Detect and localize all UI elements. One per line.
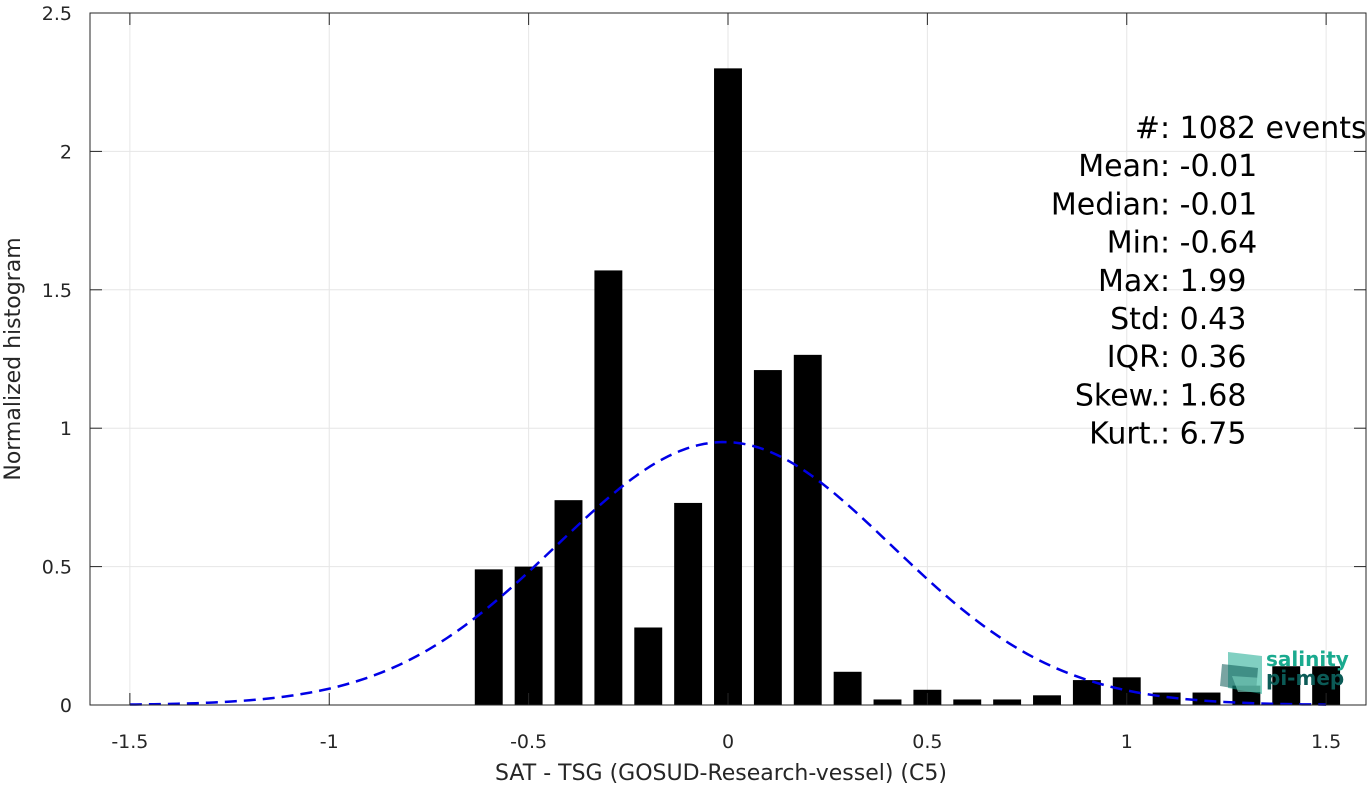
stat-value: : 0.36	[1160, 340, 1246, 375]
x-tick-label: -1	[320, 731, 339, 753]
histogram-bar	[1192, 692, 1221, 705]
x-tick-label: 0	[722, 731, 734, 753]
logo-emblem-icon	[1220, 652, 1262, 694]
histogram-bar	[594, 270, 623, 705]
stat-key: #	[1135, 111, 1160, 146]
logo-line2: pi-mep	[1266, 666, 1344, 690]
histogram-bar	[554, 500, 583, 705]
histogram-bar	[833, 671, 862, 705]
stat-key: IQR	[1107, 340, 1160, 375]
histogram-bar	[873, 699, 902, 705]
histogram-bar	[1033, 695, 1061, 705]
histogram-bar	[474, 569, 503, 705]
stat-value: : -0.01	[1160, 149, 1257, 184]
x-tick-label: -1.5	[111, 731, 148, 753]
fit-curve	[129, 440, 1327, 706]
stat-key: Mean	[1078, 149, 1160, 184]
x-tick-label: 0.5	[912, 731, 942, 753]
y-tick-label: 2.5	[42, 3, 72, 25]
x-tick-label: 1.5	[1311, 731, 1341, 753]
histogram-bar	[634, 627, 663, 705]
y-tick-label: 1.5	[42, 280, 72, 302]
stat-key: Min	[1107, 226, 1160, 261]
y-tick-label: 2	[60, 141, 72, 163]
stat-key: Median	[1051, 187, 1160, 222]
stat-value: : 1.99	[1160, 264, 1246, 299]
stat-value: : -0.01	[1160, 187, 1257, 222]
y-tick-label: 1	[60, 418, 72, 440]
logo-line1: salinity	[1266, 647, 1349, 671]
histogram-bar	[793, 354, 822, 705]
histogram-bar	[714, 68, 742, 706]
histogram-bar	[514, 566, 543, 705]
x-tick-labels: -1.5 -1 -0.5 0 0.5 1 1.5	[111, 731, 1341, 753]
stat-key: Skew.	[1075, 378, 1160, 413]
histogram-bar	[993, 699, 1022, 705]
stat-key: Std	[1110, 302, 1160, 337]
stat-key: Kurt.	[1089, 417, 1160, 452]
stat-value: : 1082 events	[1160, 111, 1367, 146]
histogram-bar	[953, 699, 982, 705]
histogram-bar	[1152, 692, 1181, 705]
salinity-pimep-logo: salinity pi-mep	[1220, 647, 1349, 694]
stat-key: Max	[1098, 264, 1160, 299]
histogram-bar	[1272, 666, 1301, 705]
histogram-bar	[1072, 680, 1101, 705]
axes	[89, 12, 1367, 706]
x-tick-label: -0.5	[510, 731, 547, 753]
stat-value: : -0.64	[1160, 226, 1257, 261]
y-tick-label: 0.5	[42, 557, 72, 579]
stat-value: : 0.43	[1160, 302, 1246, 337]
y-tick-labels: 0 0.5 1 1.5 2 2.5	[42, 3, 72, 717]
histogram-bar	[753, 370, 782, 705]
histogram-bars	[474, 68, 1341, 706]
histogram-bar	[674, 502, 703, 705]
x-tick-label: 1	[1121, 731, 1133, 753]
y-tick-label: 0	[60, 695, 72, 717]
x-axis-label: SAT - TSG (GOSUD-Research-vessel) (C5)	[495, 761, 947, 785]
y-axis-label: Normalized histogram	[1, 237, 26, 480]
stat-value: : 6.75	[1160, 417, 1246, 452]
stat-value: : 1.68	[1160, 378, 1246, 413]
